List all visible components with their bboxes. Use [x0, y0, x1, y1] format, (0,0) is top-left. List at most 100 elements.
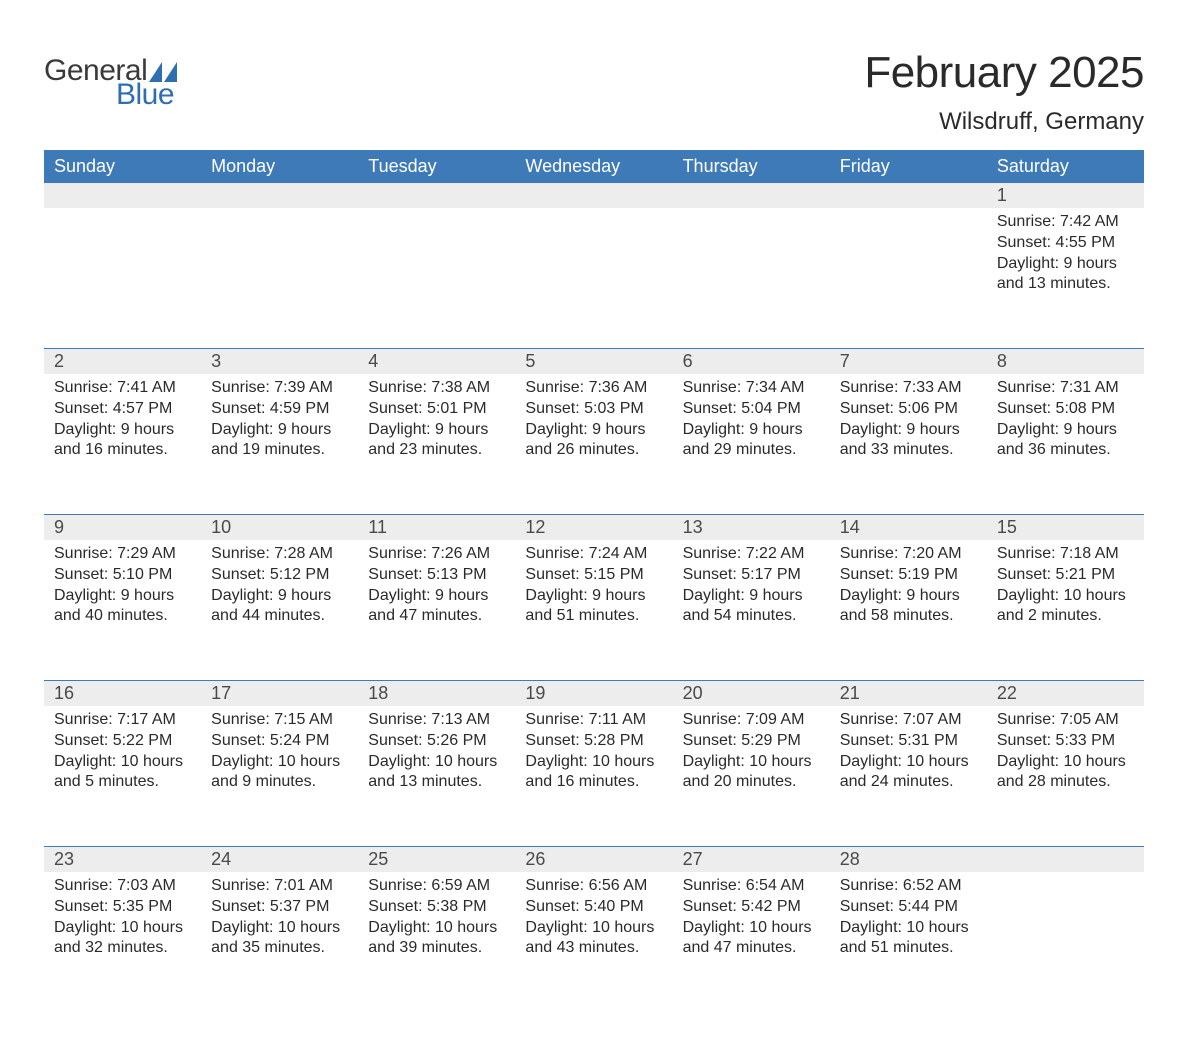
day-cell: Sunrise: 7:05 AMSunset: 5:33 PMDaylight:… [987, 706, 1144, 846]
month-title: February 2025 [864, 48, 1144, 98]
day-cell: Sunrise: 7:41 AMSunset: 4:57 PMDaylight:… [44, 374, 201, 514]
daylight-line-2: and 20 minutes. [683, 772, 820, 793]
day-number [201, 183, 358, 208]
daylight-line-1: Daylight: 9 hours [997, 254, 1134, 275]
daylight-line-2: and 19 minutes. [211, 440, 348, 461]
daylight-line-2: and 39 minutes. [368, 938, 505, 959]
sunset-line: Sunset: 5:13 PM [368, 565, 505, 586]
day-cell: Sunrise: 6:59 AMSunset: 5:38 PMDaylight:… [358, 872, 515, 1012]
day-number: 12 [515, 515, 672, 540]
sunrise-line: Sunrise: 7:34 AM [683, 378, 820, 399]
sunrise-line: Sunrise: 6:59 AM [368, 876, 505, 897]
sunset-line: Sunset: 5:31 PM [840, 731, 977, 752]
daylight-line-1: Daylight: 9 hours [525, 420, 662, 441]
day-cell: Sunrise: 7:26 AMSunset: 5:13 PMDaylight:… [358, 540, 515, 680]
sunset-line: Sunset: 5:01 PM [368, 399, 505, 420]
day-cell [515, 208, 672, 348]
daylight-line-1: Daylight: 10 hours [211, 918, 348, 939]
sunrise-line: Sunrise: 7:05 AM [997, 710, 1134, 731]
logo: General Blue [44, 48, 177, 112]
sunset-line: Sunset: 5:44 PM [840, 897, 977, 918]
day-number: 2 [44, 349, 201, 374]
title-block: February 2025 Wilsdruff, Germany [864, 48, 1144, 136]
day-number: 10 [201, 515, 358, 540]
sunset-line: Sunset: 5:06 PM [840, 399, 977, 420]
day-number [358, 183, 515, 208]
day-cell: Sunrise: 7:11 AMSunset: 5:28 PMDaylight:… [515, 706, 672, 846]
sunset-line: Sunset: 4:57 PM [54, 399, 191, 420]
day-cell [987, 872, 1144, 1012]
sunrise-line: Sunrise: 7:41 AM [54, 378, 191, 399]
day-number [515, 183, 672, 208]
day-cell: Sunrise: 6:56 AMSunset: 5:40 PMDaylight:… [515, 872, 672, 1012]
sunset-line: Sunset: 5:26 PM [368, 731, 505, 752]
daylight-line-2: and 26 minutes. [525, 440, 662, 461]
day-cell: Sunrise: 7:15 AMSunset: 5:24 PMDaylight:… [201, 706, 358, 846]
day-number: 19 [515, 681, 672, 706]
sunset-line: Sunset: 4:55 PM [997, 233, 1134, 254]
daylight-line-2: and 9 minutes. [211, 772, 348, 793]
daylight-line-1: Daylight: 9 hours [54, 586, 191, 607]
weekday-sunday: Sunday [44, 150, 201, 183]
daylight-line-1: Daylight: 9 hours [368, 586, 505, 607]
daylight-line-1: Daylight: 10 hours [211, 752, 348, 773]
daylight-line-2: and 16 minutes. [525, 772, 662, 793]
day-number: 4 [358, 349, 515, 374]
day-number: 28 [830, 847, 987, 872]
week-row: Sunrise: 7:41 AMSunset: 4:57 PM Daylight:… [44, 374, 1144, 514]
weekday-monday: Monday [201, 150, 358, 183]
daylight-line-1: Daylight: 10 hours [840, 752, 977, 773]
day-number [673, 183, 830, 208]
logo-blue-text: Blue [116, 78, 177, 112]
daylight-line-1: Daylight: 10 hours [525, 918, 662, 939]
sunrise-line: Sunrise: 7:22 AM [683, 544, 820, 565]
sunset-line: Sunset: 5:21 PM [997, 565, 1134, 586]
sunrise-line: Sunrise: 7:09 AM [683, 710, 820, 731]
sunrise-line: Sunrise: 7:28 AM [211, 544, 348, 565]
day-cell: Sunrise: 7:18 AMSunset: 5:21 PMDaylight:… [987, 540, 1144, 680]
day-cell: Sunrise: 7:09 AMSunset: 5:29 PMDaylight:… [673, 706, 830, 846]
daylight-line-1: Daylight: 9 hours [368, 420, 505, 441]
daylight-line-2: and 33 minutes. [840, 440, 977, 461]
day-number: 16 [44, 681, 201, 706]
sunset-line: Sunset: 5:19 PM [840, 565, 977, 586]
day-cell: Sunrise: 7:20 AMSunset: 5:19 PMDaylight:… [830, 540, 987, 680]
sunset-line: Sunset: 5:35 PM [54, 897, 191, 918]
daylight-line-2: and 43 minutes. [525, 938, 662, 959]
weekday-friday: Friday [830, 150, 987, 183]
sunrise-line: Sunrise: 6:54 AM [683, 876, 820, 897]
sunset-line: Sunset: 5:37 PM [211, 897, 348, 918]
daylight-line-1: Daylight: 9 hours [683, 586, 820, 607]
location-label: Wilsdruff, Germany [864, 108, 1144, 136]
daylight-line-2: and 35 minutes. [211, 938, 348, 959]
day-cell: Sunrise: 7:03 AMSunset: 5:35 PMDaylight:… [44, 872, 201, 1012]
day-cell: Sunrise: 7:17 AMSunset: 5:22 PMDaylight:… [44, 706, 201, 846]
day-number-bar: 1 [44, 183, 1144, 208]
sunset-line: Sunset: 5:42 PM [683, 897, 820, 918]
header: General Blue February 2025 Wilsdruff, Ge… [44, 48, 1144, 136]
daylight-line-1: Daylight: 9 hours [211, 586, 348, 607]
day-cell: Sunrise: 6:52 AMSunset: 5:44 PMDaylight:… [830, 872, 987, 1012]
sunset-line: Sunset: 5:04 PM [683, 399, 820, 420]
day-number: 17 [201, 681, 358, 706]
day-cell: Sunrise: 7:39 AMSunset: 4:59 PMDaylight:… [201, 374, 358, 514]
day-number: 9 [44, 515, 201, 540]
day-number: 3 [201, 349, 358, 374]
daylight-line-1: Daylight: 10 hours [997, 752, 1134, 773]
day-cell: Sunrise: 7:38 AMSunset: 5:01 PMDaylight:… [358, 374, 515, 514]
sunset-line: Sunset: 4:59 PM [211, 399, 348, 420]
sunrise-line: Sunrise: 6:52 AM [840, 876, 977, 897]
daylight-line-2: and 51 minutes. [840, 938, 977, 959]
sunset-line: Sunset: 5:03 PM [525, 399, 662, 420]
sunset-line: Sunset: 5:29 PM [683, 731, 820, 752]
calendar: SundayMondayTuesdayWednesdayThursdayFrid… [44, 150, 1144, 1012]
day-number-bar: 16171819202122 [44, 680, 1144, 706]
daylight-line-1: Daylight: 10 hours [368, 752, 505, 773]
day-cell: Sunrise: 7:07 AMSunset: 5:31 PMDaylight:… [830, 706, 987, 846]
sunset-line: Sunset: 5:08 PM [997, 399, 1134, 420]
daylight-line-1: Daylight: 9 hours [840, 420, 977, 441]
sunset-line: Sunset: 5:28 PM [525, 731, 662, 752]
day-number-bar: 232425262728 [44, 846, 1144, 872]
day-number: 5 [515, 349, 672, 374]
daylight-line-1: Daylight: 10 hours [997, 586, 1134, 607]
